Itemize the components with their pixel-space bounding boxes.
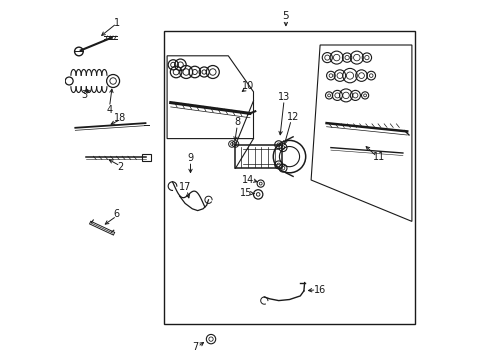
Bar xyxy=(142,154,150,161)
Text: 5: 5 xyxy=(282,11,288,21)
Text: 17: 17 xyxy=(179,182,191,192)
Text: 10: 10 xyxy=(242,81,254,91)
Text: 3: 3 xyxy=(81,90,87,100)
Bar xyxy=(235,145,282,168)
Text: 14: 14 xyxy=(242,175,254,185)
Text: 2: 2 xyxy=(117,162,123,172)
Text: 15: 15 xyxy=(240,188,252,198)
Text: 8: 8 xyxy=(234,117,240,127)
Bar xyxy=(163,31,415,324)
Text: 9: 9 xyxy=(187,153,193,163)
Text: 6: 6 xyxy=(113,209,120,219)
Text: 11: 11 xyxy=(373,152,385,162)
Text: 4: 4 xyxy=(106,105,112,115)
Text: 12: 12 xyxy=(286,112,299,122)
Text: 18: 18 xyxy=(114,113,126,123)
Text: 13: 13 xyxy=(277,92,290,102)
Text: 16: 16 xyxy=(313,285,325,295)
Text: 7: 7 xyxy=(191,342,198,352)
Text: 1: 1 xyxy=(113,18,120,28)
